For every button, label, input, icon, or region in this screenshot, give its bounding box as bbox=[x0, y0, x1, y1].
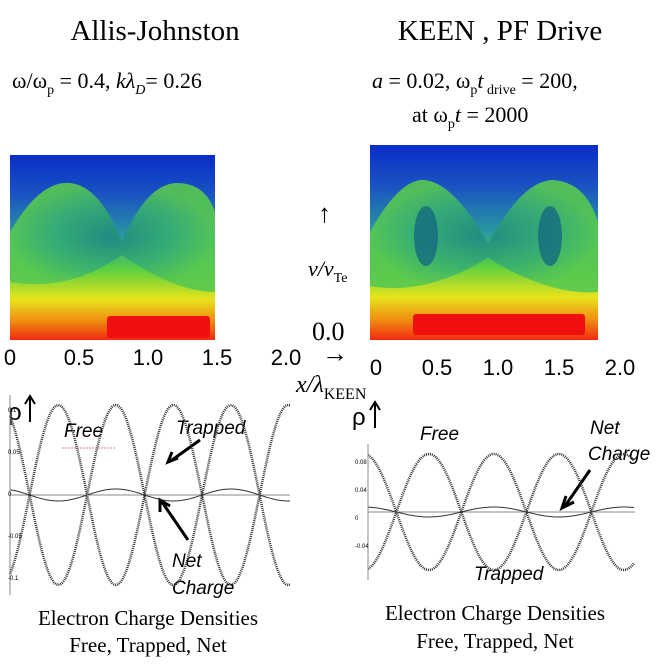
p: at ω bbox=[412, 102, 448, 127]
caption: Free, Trapped, Net bbox=[69, 633, 227, 657]
x-tick-label: 2.0 bbox=[271, 345, 302, 370]
rho-label: ρ bbox=[352, 404, 366, 431]
net-label: Net bbox=[590, 418, 620, 439]
free-label: Free bbox=[64, 421, 103, 442]
y-tick-label: 0.05 bbox=[8, 450, 20, 456]
drive-bar bbox=[107, 316, 210, 338]
left-phase-space bbox=[10, 155, 215, 340]
density-curves bbox=[8, 395, 291, 595]
bottom-plots: ρ ρ Free Trapped Net Charge Free Net Cha… bbox=[8, 394, 650, 599]
left-title: Allis-Johnston bbox=[70, 15, 240, 47]
x-tick-label: 0.5 bbox=[422, 355, 453, 380]
left-params: ω/ωp = 0.4, kλD= 0.26 bbox=[12, 68, 202, 98]
p: p bbox=[448, 117, 455, 132]
p: x/λ bbox=[295, 372, 324, 398]
y-tick-label: 0.04 bbox=[355, 488, 367, 494]
p: t bbox=[477, 68, 484, 93]
p: kλ bbox=[116, 68, 135, 93]
curve bbox=[367, 452, 635, 572]
y-tick-label: -0.04 bbox=[355, 544, 369, 550]
free-label: Free bbox=[420, 424, 459, 445]
p: ω/ω bbox=[12, 68, 47, 93]
x-tick-label: 1.0 bbox=[133, 345, 164, 370]
vortex bbox=[414, 206, 438, 266]
net-curve bbox=[9, 488, 290, 502]
p: = 0.02, ω bbox=[383, 68, 470, 93]
y-tick-label: 0.08 bbox=[355, 460, 367, 466]
rho-arrow bbox=[24, 394, 381, 428]
rho-label: ρ bbox=[8, 399, 22, 426]
p: t bbox=[455, 102, 462, 127]
net-curve bbox=[367, 506, 635, 518]
caption: Free, Trapped, Net bbox=[416, 629, 574, 653]
curve bbox=[8, 403, 291, 587]
captions: Electron Charge Densities Free, Trapped,… bbox=[38, 601, 605, 657]
arrows bbox=[158, 438, 592, 541]
x-label: x/λKEEN bbox=[295, 372, 367, 403]
zero: 0.0 bbox=[312, 317, 345, 346]
p: = 0.26 bbox=[145, 68, 201, 93]
p: = 2000 bbox=[461, 102, 528, 127]
v-label: v/vTe bbox=[308, 256, 347, 286]
drive-bar bbox=[413, 314, 585, 335]
y-tick-label: 0 bbox=[8, 492, 12, 498]
p: a bbox=[372, 68, 383, 93]
plot-labels: Free Trapped Net Charge Free Net Charge … bbox=[64, 418, 650, 599]
x-tick-label: 1.0 bbox=[483, 355, 514, 380]
caption: Electron Charge Densities bbox=[385, 601, 605, 625]
v-arrow: ↑ bbox=[318, 199, 331, 228]
x-tick-label: 1.5 bbox=[202, 345, 233, 370]
y-tick-label: -0.05 bbox=[8, 534, 22, 540]
p: KEEN bbox=[324, 386, 367, 403]
right-params-1: a = 0.02, ωpt drive = 200, bbox=[372, 68, 578, 98]
y-tick-label: -0.1 bbox=[8, 576, 19, 582]
x-tick-label: 2.0 bbox=[605, 355, 636, 380]
params: ω/ωp = 0.4, kλD= 0.26 a = 0.02, ωpt driv… bbox=[12, 68, 578, 132]
y-tick-label: 0.1 bbox=[8, 408, 17, 414]
x-tick-label: 0.5 bbox=[64, 345, 95, 370]
right-phase-space bbox=[370, 145, 598, 340]
vortex bbox=[538, 206, 562, 266]
x-tick-label: 1.5 bbox=[544, 355, 575, 380]
y-tick-label: 0 bbox=[355, 516, 359, 522]
p: p bbox=[47, 83, 54, 98]
trapped-label: Trapped bbox=[474, 564, 545, 585]
charge-label: Charge bbox=[172, 578, 234, 599]
axis-labels: ↑ v/vTe 0.0 → x/λKEEN bbox=[295, 199, 367, 403]
p: = 200, bbox=[516, 68, 578, 93]
p: v/v bbox=[308, 256, 334, 281]
curve bbox=[8, 403, 291, 587]
right-params-2: at ωpt = 2000 bbox=[412, 102, 528, 132]
x-arrow: → bbox=[322, 339, 348, 368]
x-ticks: 0 0.5 1.0 1.5 2.0 0 0.5 1.0 1.5 2.0 bbox=[4, 345, 635, 380]
p: = 0.4, bbox=[54, 68, 116, 93]
curve bbox=[367, 452, 635, 572]
p: p bbox=[470, 83, 477, 98]
net-label: Net bbox=[172, 551, 202, 572]
p: D bbox=[134, 83, 145, 98]
p: Te bbox=[334, 271, 348, 286]
x-tick-label: 0 bbox=[370, 355, 382, 380]
trapped-region bbox=[10, 182, 215, 292]
titles: Allis-Johnston KEEN , PF Drive bbox=[70, 15, 602, 47]
caption: Electron Charge Densities bbox=[38, 606, 258, 630]
p: drive bbox=[484, 83, 516, 98]
trapped-label: Trapped bbox=[176, 418, 247, 439]
right-title: KEEN , PF Drive bbox=[398, 15, 603, 47]
x-tick-label: 0 bbox=[4, 345, 16, 370]
density-curves bbox=[367, 444, 635, 580]
